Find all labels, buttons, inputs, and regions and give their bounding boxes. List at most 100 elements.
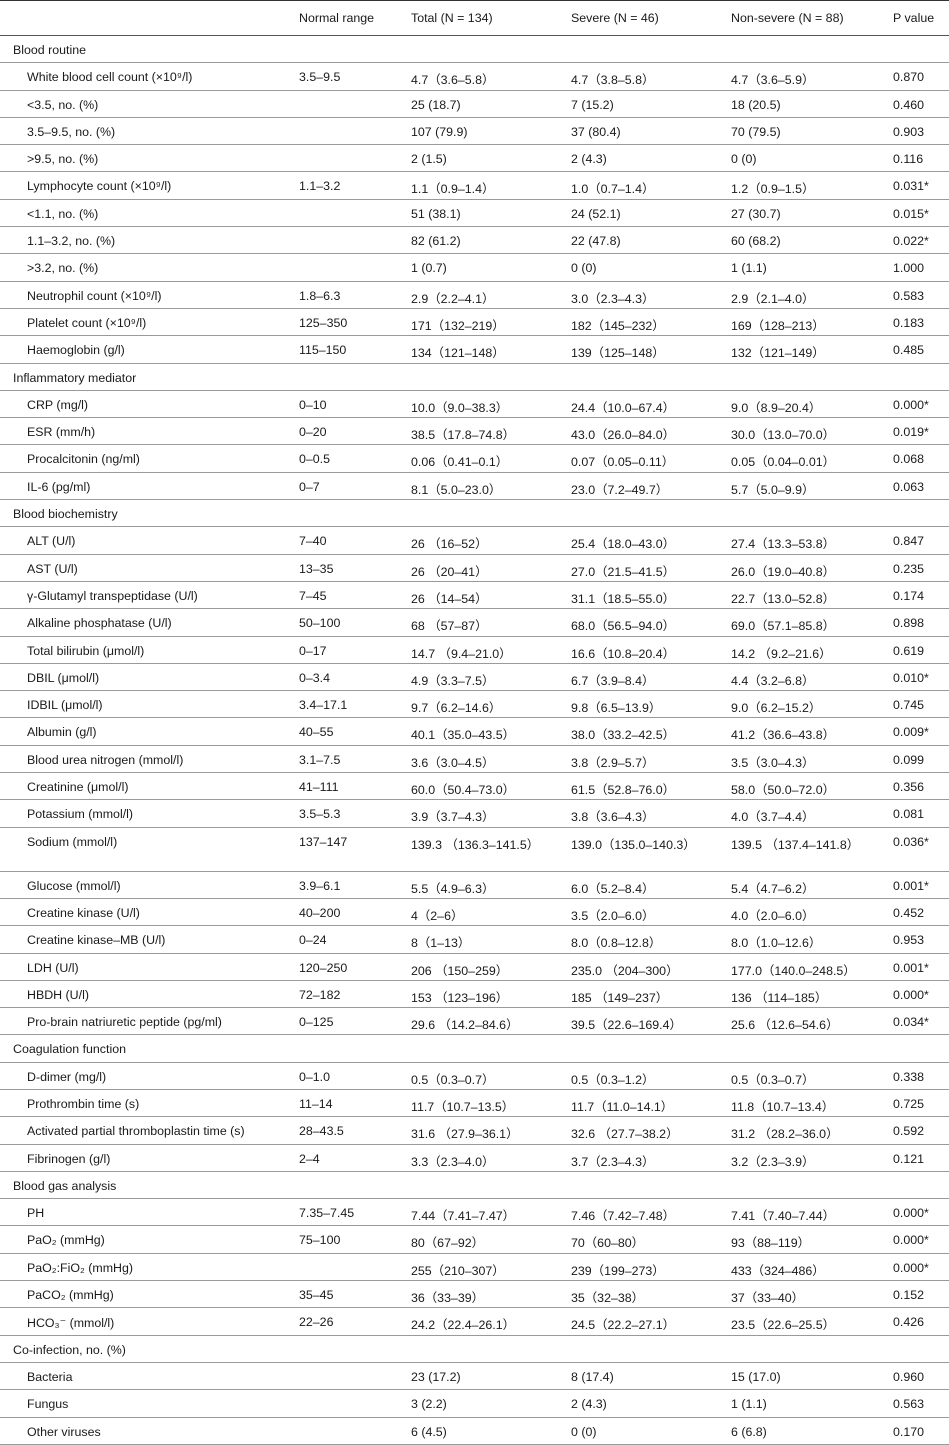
severe-value: 43.0（26.0–84.0） [571, 428, 676, 443]
header-normal-range: Normal range [299, 11, 375, 25]
row-label: IL-6 (pg/ml) [27, 479, 91, 494]
p-value: 0.000* [893, 1260, 929, 1275]
total-value: 1 (0.7) [411, 261, 447, 276]
row-label: PaO₂ (mmHg) [27, 1233, 105, 1248]
severe-value: 2 (4.3) [571, 152, 607, 167]
normal-range: 7–40 [299, 534, 327, 549]
non-severe-value: 5.7（5.0–9.9） [731, 482, 815, 497]
table-row: PaO₂:FiO₂ (mmHg) 255（210–307） 239（199–273）… [0, 1253, 949, 1281]
row-label: Potassium (mmol/l) [27, 807, 134, 822]
normal-range: 137–147 [299, 834, 348, 849]
row-label: AST (U/l) [27, 561, 78, 576]
row-label: 3.5–9.5, no. (%) [27, 124, 116, 139]
normal-range: 72–182 [299, 987, 341, 1002]
total-value: 9.7（6.2–14.6） [411, 701, 502, 716]
normal-range: 7.35–7.45 [299, 1206, 355, 1221]
p-value: 0.009* [893, 725, 929, 740]
total-value: 4（2–6） [411, 908, 464, 923]
p-value: 0.015* [893, 206, 929, 221]
p-value: 0.725 [893, 1096, 925, 1111]
p-value: 0.170 [893, 1424, 925, 1439]
p-value: 0.426 [893, 1315, 925, 1330]
severe-value: 68.0（56.5–94.0） [571, 619, 676, 634]
header-total: Total (N = 134) [411, 11, 493, 25]
total-value: 60.0（50.4–73.0） [411, 783, 516, 798]
non-severe-value: 30.0（13.0–70.0） [731, 428, 836, 443]
normal-range: 75–100 [299, 1233, 341, 1248]
row-label: White blood cell count (×10⁹/l) [27, 70, 193, 85]
non-severe-value: 1 (1.1) [731, 261, 767, 276]
total-value: 0.06（0.41–0.1） [411, 455, 509, 470]
section-title: Inflammatory mediator [13, 370, 137, 385]
severe-value: 32.6 （27.7–38.2） [571, 1127, 679, 1142]
section-title: Blood routine [13, 43, 87, 57]
normal-range: 50–100 [299, 616, 341, 631]
p-value: 0.338 [893, 1069, 925, 1084]
non-severe-value: 139.5 （137.4–141.8） [731, 837, 860, 852]
header-non-severe: Non-severe (N = 88) [731, 11, 844, 25]
table-row: Pro-brain natriuretic peptide (pg/ml) 0–1… [0, 1008, 949, 1035]
severe-value: 0.5（0.3–1.2） [571, 1072, 655, 1087]
non-severe-value: 0.5（0.3–0.7） [731, 1072, 815, 1087]
normal-range [299, 145, 411, 172]
table-row: γ-Glutamyl transpeptidase (U/l) 7–45 26 （1… [0, 581, 949, 609]
p-value: 0.183 [893, 315, 925, 330]
table-row: LDH (U/l) 120–250 206 （150–259） 235.0 （204–… [0, 953, 949, 981]
non-severe-value: 14.2 （9.2–21.6） [731, 646, 832, 661]
row-label: Lymphocyte count (×10⁹/l) [27, 179, 172, 194]
normal-range: 1.1–3.2 [299, 179, 341, 194]
p-value: 0.036* [893, 834, 929, 849]
total-value: 255（210–307） [411, 1263, 505, 1278]
non-severe-value: 177.0（140.0–248.5） [731, 963, 856, 978]
total-value: 134（121–148） [411, 346, 505, 361]
normal-range: 0–125 [299, 1015, 334, 1030]
normal-range: 11–14 [299, 1096, 333, 1111]
severe-value: 3.8（2.9–5.7） [571, 755, 655, 770]
normal-range: 0–1.0 [299, 1069, 331, 1084]
normal-range [299, 1253, 411, 1280]
total-value: 36（33–39） [411, 1291, 485, 1306]
row-label: ESR (mm/h) [27, 425, 96, 440]
table-row: >9.5, no. (%) 2 (1.5) 2 (4.3) 0 (0) 0.116 [0, 145, 949, 172]
table-row: CRP (mg/l) 0–10 10.0（9.0–38.3） 24.4（10.0–67… [0, 390, 949, 418]
non-severe-value: 1.2（0.9–1.5） [731, 182, 815, 197]
non-severe-value: 15 (17.0) [731, 1369, 781, 1384]
severe-value: 9.8（6.5–13.9） [571, 701, 662, 716]
non-severe-value: 69.0（57.1–85.8） [731, 619, 836, 634]
severe-value: 38.0（33.2–42.5） [571, 728, 676, 743]
severe-value: 31.1（18.5–55.0） [571, 591, 676, 606]
non-severe-value: 4.0（2.0–6.0） [731, 908, 815, 923]
table-row: AST (U/l) 13–35 26 （20–41） 27.0（21.5–41.5） 2… [0, 554, 949, 582]
normal-range [299, 1417, 411, 1444]
normal-range [299, 117, 411, 144]
p-value: 0.898 [893, 616, 925, 631]
non-severe-value: 433（324–486） [731, 1263, 825, 1278]
p-value: 0.960 [893, 1369, 925, 1384]
table-row: Lymphocyte count (×10⁹/l) 1.1–3.2 1.1（0.9–… [0, 172, 949, 200]
total-value: 6 (4.5) [411, 1424, 447, 1439]
p-value: 0.001* [893, 878, 929, 893]
row-label: LDH (U/l) [27, 960, 79, 975]
non-severe-value: 58.0（50.0–72.0） [731, 783, 836, 798]
table-row: PaO₂ (mmHg) 75–100 80（67–92） 70（60–80） 93（88… [0, 1226, 949, 1254]
normal-range: 0–24 [299, 933, 327, 948]
table-row: IL-6 (pg/ml) 0–7 8.1（5.0–23.0） 23.0（7.2–49.… [0, 472, 949, 500]
table-row: 1.1–3.2, no. (%) 82 (61.2) 22 (47.8) 60 (68… [0, 227, 949, 254]
row-label: Fungus [27, 1397, 69, 1412]
section-title: Coagulation function [13, 1042, 126, 1057]
table-row: Haemoglobin (g/l) 115–150 134（121–148） 139（… [0, 336, 949, 364]
row-label: Prothrombin time (s) [27, 1096, 140, 1111]
total-value: 8.1（5.0–23.0） [411, 482, 502, 497]
row-label: D-dimer (mg/l) [27, 1069, 107, 1084]
total-value: 3.3（2.3–4.0） [411, 1154, 495, 1169]
row-label: PaCO₂ (mmHg) [27, 1288, 114, 1303]
non-severe-value: 6 (6.8) [731, 1424, 767, 1439]
total-value: 4.7（3.6–5.8） [411, 73, 495, 88]
normal-range [299, 199, 411, 226]
p-value: 0.019* [893, 425, 929, 440]
normal-range: 3.4–17.1 [299, 698, 348, 713]
p-value: 0.081 [893, 807, 925, 822]
severe-value: 6.0（5.2–8.4） [571, 881, 655, 896]
p-value: 0.619 [893, 643, 925, 658]
normal-range: 3.5–5.3 [299, 807, 341, 822]
